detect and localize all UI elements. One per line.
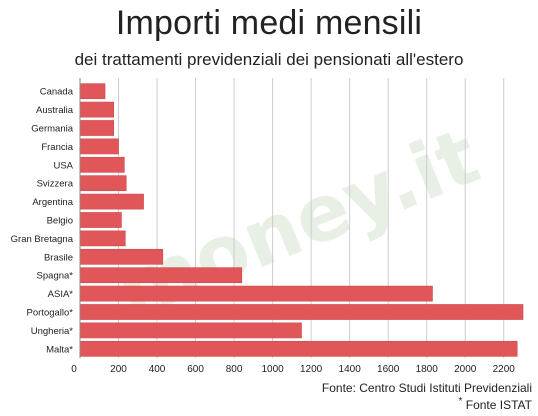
category-label: Portogallo* — [27, 308, 74, 319]
category-label: Belgio — [47, 216, 73, 227]
footnote-mark: * — [458, 396, 463, 407]
footnote-text: Fonte ISTAT — [462, 398, 532, 412]
category-label: Australia — [36, 105, 74, 116]
source-note: Fonte: Centro Studi Istituti Previdenzia… — [321, 381, 532, 395]
x-tick-label: 2000 — [454, 364, 477, 375]
x-tick-label: 0 — [71, 364, 77, 375]
bar-belgio — [79, 212, 122, 228]
category-label: ASIA* — [48, 289, 74, 300]
bar-svizzera — [79, 175, 127, 192]
bar-canada — [79, 83, 106, 100]
bar-germania — [79, 120, 115, 136]
x-tick-label: 1800 — [416, 364, 439, 375]
bar-argentina — [79, 193, 144, 210]
bar-francia — [79, 138, 119, 155]
watermark-text: money.it — [104, 111, 491, 337]
footnote: * Fonte ISTAT — [459, 396, 532, 412]
category-label: Malta* — [46, 344, 73, 355]
bar-australia — [79, 101, 115, 118]
category-label: Gran Bretagna — [11, 234, 74, 245]
category-label: Svizzera — [37, 179, 74, 190]
chart-subtitle: dei trattamenti previdenziali dei pensio… — [74, 50, 464, 69]
category-label: Spagna* — [37, 271, 74, 282]
x-tick-label: 1000 — [261, 364, 284, 375]
x-tick-label: 1400 — [339, 364, 362, 375]
watermark: money.it — [104, 111, 491, 337]
category-label: Germania — [31, 124, 73, 135]
category-label: Francia — [41, 142, 73, 153]
x-tick-label: 800 — [226, 364, 243, 375]
x-tick-label: 400 — [149, 364, 166, 375]
bar-brasile — [79, 248, 164, 265]
category-label: Argentina — [32, 197, 73, 208]
bar-portogallo — [79, 304, 524, 320]
bar-spagna — [79, 267, 243, 284]
bars — [79, 83, 524, 357]
x-tick-label: 600 — [187, 364, 204, 375]
bar-asia — [79, 285, 433, 302]
x-tick-label: 1200 — [300, 364, 323, 375]
category-label: Ungheria* — [31, 326, 74, 337]
category-label: Canada — [40, 87, 74, 98]
bar-malta — [79, 340, 518, 357]
x-tick-label: 200 — [110, 364, 127, 375]
bar-granbretagna — [79, 230, 126, 247]
bar-ungheria — [79, 322, 302, 339]
x-tick-label: 2200 — [493, 364, 516, 375]
category-labels: Canada Australia Germania Francia USA Svizzer… — [11, 87, 74, 356]
chart-title: Importi medi mensili — [115, 4, 423, 42]
x-tick-label: 1600 — [377, 364, 400, 375]
x-tick-labels: 0 200 400 600 800 1000 1200 1400 1600 1800 2000 220… — [71, 364, 515, 375]
category-label: USA — [53, 160, 73, 171]
bar-usa — [79, 156, 125, 173]
category-label: Brasile — [44, 252, 73, 263]
